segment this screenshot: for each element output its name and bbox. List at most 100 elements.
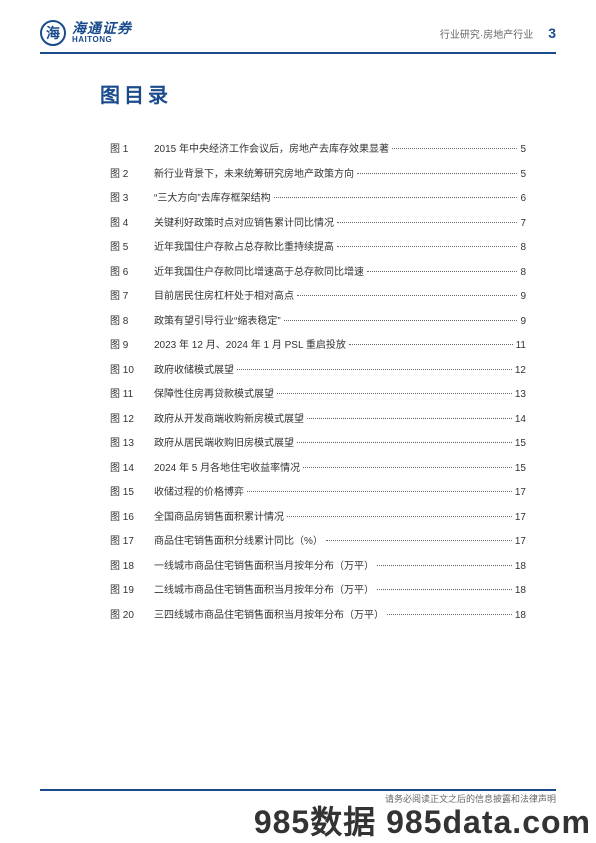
logo-english: HAITONG (72, 36, 132, 45)
page-number: 3 (548, 25, 556, 41)
toc-item-page: 9 (520, 315, 526, 329)
toc-item-text: 三四线城市商品住宅销售面积当月按年分布（万平） (154, 609, 384, 623)
toc-dots (377, 589, 512, 590)
toc-item-text: 政府从居民端收购旧房模式展望 (154, 437, 294, 451)
toc-item-text: 近年我国住户存款同比增速高于总存款同比增速 (154, 266, 364, 280)
toc-dots (284, 320, 518, 321)
toc-dots (326, 540, 512, 541)
toc-item-text: 政策有望引导行业“缩表稳定” (154, 315, 281, 329)
toc-item: 图 16 全国商品房销售面积累计情况 17 (110, 511, 526, 525)
toc-item-page: 9 (520, 290, 526, 304)
toc-item-page: 18 (515, 584, 526, 598)
toc-item-page: 17 (515, 511, 526, 525)
toc-item-label: 图 15 (110, 486, 144, 500)
toc-dots (303, 467, 512, 468)
toc-item-text: 关键利好政策时点对应销售累计同比情况 (154, 217, 334, 231)
toc-dots (237, 369, 512, 370)
toc-item-text: “三大方向”去库存框架结构 (154, 192, 271, 206)
toc-item-page: 11 (516, 339, 526, 353)
toc-item-label: 图 4 (110, 217, 144, 231)
toc-item-page: 17 (515, 486, 526, 500)
toc-item-page: 15 (515, 462, 526, 476)
toc-item-label: 图 2 (110, 168, 144, 182)
toc-item-page: 13 (515, 388, 526, 402)
toc-dots (274, 197, 518, 198)
toc-dots (357, 173, 517, 174)
page-header: 海 海通证券 HAITONG 行业研究·房地产行业 3 (40, 20, 556, 54)
toc-item: 图 10政府收储模式展望12 (110, 364, 526, 378)
haitong-logo-icon: 海 (40, 20, 66, 46)
header-right: 行业研究·房地产行业 3 (440, 25, 556, 41)
toc-item-text: 保障性住房再贷款模式展望 (154, 388, 274, 402)
toc-item: 图 1 2015 年中央经济工作会议后，房地产去库存效果显著 5 (110, 143, 526, 157)
watermark: 985数据 985data.com (254, 797, 591, 843)
toc-item-label: 图 6 (110, 266, 144, 280)
toc-item-label: 图 18 (110, 560, 144, 574)
toc-dots (392, 148, 517, 149)
toc-item-page: 5 (520, 143, 526, 157)
category-text: 行业研究·房地产行业 (440, 26, 533, 41)
toc-item-text: 商品住宅销售面积分线累计同比（%） (154, 535, 323, 549)
toc-item: 图 8 政策有望引导行业“缩表稳定” 9 (110, 315, 526, 329)
toc-item-text: 2023 年 12 月、2024 年 1 月 PSL 重启投放 (154, 339, 346, 353)
footer-divider (40, 789, 556, 791)
toc-item-text: 近年我国住户存款占总存款比重持续提高 (154, 241, 334, 255)
toc-item-label: 图 9 (110, 339, 144, 353)
toc-dots (287, 516, 512, 517)
toc-item: 图 11 保障性住房再贷款模式展望 13 (110, 388, 526, 402)
toc-item-label: 图 5 (110, 241, 144, 255)
toc-item-text: 全国商品房销售面积累计情况 (154, 511, 284, 525)
toc-dots (377, 565, 512, 566)
toc-dots (277, 393, 512, 394)
table-of-contents: 图 12015 年中央经济工作会议后，房地产去库存效果显著5图 2新行业背景下，… (110, 143, 526, 623)
toc-item-page: 8 (520, 266, 526, 280)
toc-item: 图 6 近年我国住户存款同比增速高于总存款同比增速 8 (110, 266, 526, 280)
toc-item-text: 一线城市商品住宅销售面积当月按年分布（万平） (154, 560, 374, 574)
toc-item: 图 13 政府从居民端收购旧房模式展望 15 (110, 437, 526, 451)
toc-item-page: 17 (515, 535, 526, 549)
toc-item-page: 18 (515, 560, 526, 574)
toc-item: 图 9 2023 年 12 月、2024 年 1 月 PSL 重启投放 11 (110, 339, 526, 353)
toc-item-page: 15 (515, 437, 526, 451)
toc-dots (297, 442, 512, 443)
toc-dots (349, 344, 513, 345)
toc-dots (247, 491, 512, 492)
toc-item-page: 6 (520, 192, 526, 206)
toc-item: 图 15 收储过程的价格博弈 17 (110, 486, 526, 500)
logo-section: 海 海通证券 HAITONG (40, 20, 132, 46)
toc-item-page: 8 (520, 241, 526, 255)
logo-chinese: 海通证券 (72, 21, 132, 36)
toc-item-page: 7 (520, 217, 526, 231)
toc-dots (367, 271, 517, 272)
toc-item-label: 图 3 (110, 192, 144, 206)
toc-title: 图目录 (100, 79, 556, 108)
toc-item-label: 图 12 (110, 413, 144, 427)
toc-item: 图 3 “三大方向”去库存框架结构 6 (110, 192, 526, 206)
toc-dots (297, 295, 517, 296)
toc-item: 图 12 政府从开发商端收购新房模式展望 14 (110, 413, 526, 427)
toc-item-label: 图 13 (110, 437, 144, 451)
toc-item: 图 5 近年我国住户存款占总存款比重持续提高 8 (110, 241, 526, 255)
toc-dots (337, 246, 517, 247)
toc-item-text: 二线城市商品住宅销售面积当月按年分布（万平） (154, 584, 374, 598)
toc-item-label: 图 20 (110, 609, 144, 623)
toc-item-label: 图 10 (110, 364, 144, 378)
toc-item: 图 14 2024 年 5 月各地住宅收益率情况 15 (110, 462, 526, 476)
toc-item-text: 2024 年 5 月各地住宅收益率情况 (154, 462, 300, 476)
toc-item-label: 图 14 (110, 462, 144, 476)
toc-dots (337, 222, 517, 223)
toc-item-text: 2015 年中央经济工作会议后，房地产去库存效果显著 (154, 143, 389, 157)
toc-item-text: 收储过程的价格博弈 (154, 486, 244, 500)
toc-item-label: 图 16 (110, 511, 144, 525)
toc-item-page: 14 (515, 413, 526, 427)
toc-item: 图 20三四线城市商品住宅销售面积当月按年分布（万平）18 (110, 609, 526, 623)
toc-item-label: 图 8 (110, 315, 144, 329)
toc-item-label: 图 17 (110, 535, 144, 549)
toc-item-page: 12 (515, 364, 526, 378)
toc-item-label: 图 11 (110, 388, 144, 402)
toc-item-label: 图 7 (110, 290, 144, 304)
toc-item-label: 图 19 (110, 584, 144, 598)
toc-item-text: 政府从开发商端收购新房模式展望 (154, 413, 304, 427)
toc-item-label: 图 1 (110, 143, 144, 157)
toc-dots (307, 418, 512, 419)
